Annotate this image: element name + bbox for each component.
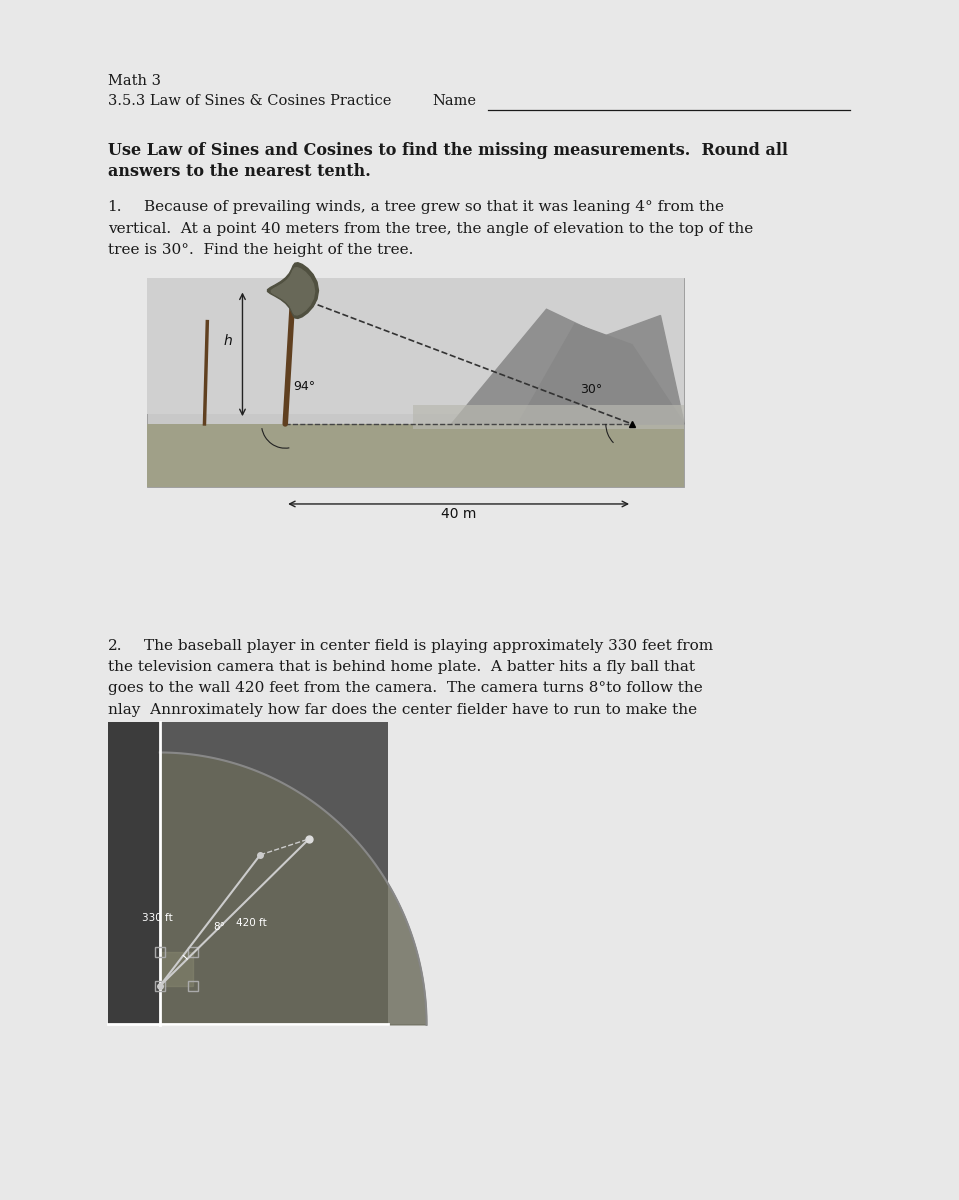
Text: 1.: 1. — [107, 200, 122, 215]
Text: tree is 30°.  Find the height of the tree.: tree is 30°. Find the height of the tree… — [107, 244, 413, 257]
Bar — [148, 278, 684, 414]
Polygon shape — [271, 268, 315, 314]
Polygon shape — [452, 310, 684, 424]
Text: Math 3: Math 3 — [107, 74, 160, 89]
Text: nlay  Annroximately how far does the center fielder have to run to make the: nlay Annroximately how far does the cent… — [107, 703, 696, 716]
Polygon shape — [518, 324, 684, 424]
Bar — [413, 404, 684, 428]
Polygon shape — [160, 952, 193, 986]
Text: 2.: 2. — [107, 638, 122, 653]
Text: goes to the wall 420 feet from the camera.  The camera turns 8°to follow the: goes to the wall 420 feet from the camer… — [107, 682, 702, 696]
Text: 94°: 94° — [292, 380, 315, 392]
Text: 8°: 8° — [213, 923, 225, 932]
Text: h: h — [223, 334, 233, 348]
Bar — [160, 722, 387, 1025]
Bar — [155, 947, 165, 956]
Text: 420 ft: 420 ft — [236, 918, 267, 928]
Bar — [188, 947, 198, 956]
Polygon shape — [268, 263, 318, 318]
Text: 3.5.3 Law of Sines & Cosines Practice: 3.5.3 Law of Sines & Cosines Practice — [107, 94, 391, 108]
Text: Name: Name — [433, 94, 477, 108]
Text: 30°: 30° — [580, 383, 602, 396]
Bar — [107, 722, 387, 1025]
Text: vertical.  At a point 40 meters from the tree, the angle of elevation to the top: vertical. At a point 40 meters from the … — [107, 222, 753, 235]
Text: the television camera that is behind home plate.  A batter hits a fly ball that: the television camera that is behind hom… — [107, 660, 694, 674]
Polygon shape — [160, 752, 427, 1025]
Text: Use Law of Sines and Cosines to find the missing measurements.  Round all: Use Law of Sines and Cosines to find the… — [107, 142, 787, 160]
Text: answers to the nearest tenth.: answers to the nearest tenth. — [107, 163, 370, 180]
Text: 40 m: 40 m — [441, 506, 477, 521]
Bar — [148, 278, 684, 486]
Text: Because of prevailing winds, a tree grew so that it was leaning 4° from the: Because of prevailing winds, a tree grew… — [144, 200, 724, 215]
Bar — [155, 982, 165, 991]
Text: 330 ft: 330 ft — [142, 913, 173, 923]
Text: The baseball player in center field is playing approximately 330 feet from: The baseball player in center field is p… — [144, 638, 713, 653]
Bar — [188, 982, 198, 991]
Bar — [148, 424, 684, 486]
